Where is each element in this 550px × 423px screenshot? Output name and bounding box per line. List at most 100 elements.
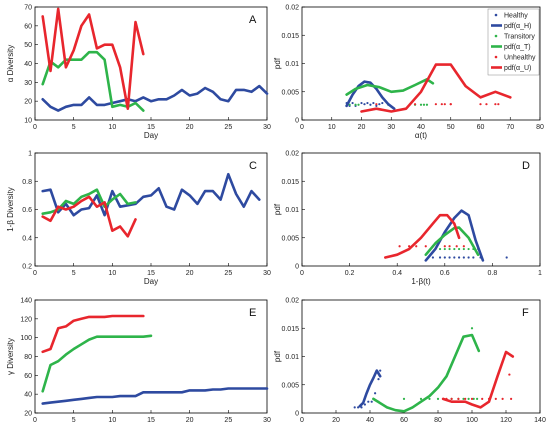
x-tick-label: 25	[224, 124, 232, 131]
x-axis-label: α(t)	[415, 131, 428, 140]
x-tick-label: 10	[108, 270, 116, 277]
series-line	[424, 226, 480, 256]
x-tick-label: 0	[33, 270, 37, 277]
x-tick-label: 30	[263, 417, 271, 423]
scatter-point	[508, 373, 511, 376]
legend-marker	[494, 55, 498, 59]
x-tick-label: 1	[538, 270, 542, 277]
x-tick-label: 5	[72, 270, 76, 277]
y-tick-label: 70	[24, 5, 32, 12]
scatter-point	[448, 256, 451, 259]
y-tick-label: 0.015	[281, 179, 299, 186]
scatter-point	[357, 103, 360, 106]
x-tick-label: 5	[72, 417, 76, 423]
scatter-point	[434, 103, 437, 106]
x-axis-label: Day	[144, 131, 158, 140]
y-tick-label: 0.01	[285, 354, 299, 361]
scatter-point	[360, 101, 363, 105]
panel-d: 0 0.2 0.4 0.6 0.8 1 0 0.005 0.01 0.015 0.02 1-β(t) p…	[273, 151, 542, 287]
scatter-point	[366, 101, 369, 105]
scatter-point	[455, 245, 458, 248]
series-line	[41, 334, 153, 393]
x-tick-label: 0	[300, 124, 304, 131]
scatter-point	[436, 397, 440, 400]
y-tick-label: 10	[24, 118, 32, 125]
scatter-point	[367, 400, 370, 403]
scatter-point	[494, 397, 497, 400]
scatter-point	[485, 103, 488, 106]
y-tick-label: 0.02	[285, 5, 299, 12]
y-tick-label: 0.8	[22, 179, 32, 186]
y-tick-label: 50	[24, 42, 32, 49]
panel-f: 02040608010012014000.0050.010.0150.02γ(t…	[273, 298, 546, 423]
series-line	[383, 213, 461, 259]
y-axis-label: pdf	[273, 350, 282, 362]
y-axis-label: pdf	[273, 57, 282, 69]
x-tick-label: 10	[108, 417, 116, 423]
x-tick-label: 70	[506, 124, 514, 131]
x-tick-label: 30	[263, 124, 271, 131]
scatter-point	[501, 397, 504, 400]
y-tick-label: 0.02	[285, 151, 299, 158]
y-tick-label: 0	[295, 264, 299, 271]
scatter-point	[443, 245, 446, 248]
scatter-point	[419, 103, 423, 106]
y-tick-label: 0.01	[285, 207, 299, 214]
x-tick-label: 120	[500, 417, 512, 423]
scatter-point	[479, 103, 482, 106]
scatter-point	[398, 245, 401, 248]
scatter-point	[402, 397, 406, 400]
legend-label: pdf(α_T)	[504, 44, 531, 51]
x-tick-label: 0	[33, 124, 37, 131]
y-tick-label: 30	[24, 80, 32, 87]
y-tick-label: 0.005	[281, 89, 299, 96]
scatter-point	[419, 397, 423, 400]
scatter-point	[415, 245, 418, 248]
plot-area	[301, 152, 541, 267]
x-tick-label: 30	[387, 124, 395, 131]
x-tick-label: 30	[263, 270, 271, 277]
y-tick-label: 0	[295, 411, 299, 418]
x-tick-label: 60	[400, 417, 408, 423]
legend-marker	[494, 34, 498, 38]
y-tick-label: 0.005	[281, 235, 299, 242]
scatter-point	[351, 101, 354, 105]
scatter-point	[431, 256, 434, 259]
panel-b: 0 10 20 30 40 50 60 70 80 0 0.005 0.01 0.015 0.02 α(t)…	[273, 5, 544, 141]
x-tick-label: 20	[186, 124, 194, 131]
x-tick-label: 0	[300, 417, 304, 423]
scatter-point	[413, 103, 417, 106]
scatter-point	[472, 397, 475, 400]
scatter-point	[375, 103, 378, 106]
scatter-point	[453, 256, 456, 259]
plot-area	[34, 6, 268, 121]
scatter-point	[453, 247, 456, 251]
legend-label: pdf(α_U)	[504, 65, 531, 72]
scatter-point	[353, 406, 356, 409]
series-line	[441, 350, 515, 409]
x-axis-label: Day	[144, 277, 158, 286]
x-tick-label: 60	[477, 124, 485, 131]
legend-label: pdf(α_H)	[504, 23, 531, 30]
y-tick-label: 0	[295, 118, 299, 125]
scatter-point	[422, 103, 426, 106]
y-axis-label: pdf	[273, 203, 282, 215]
x-tick-label: 20	[186, 270, 194, 277]
scatter-point	[372, 101, 375, 105]
scatter-point	[363, 103, 366, 106]
scatter-point	[457, 397, 460, 400]
scatter-point	[467, 247, 470, 251]
y-tick-label: 60	[24, 23, 32, 30]
series-line	[41, 195, 137, 238]
x-tick-label: 15	[147, 417, 155, 423]
x-tick-label: 20	[358, 124, 366, 131]
scatter-point	[464, 397, 467, 400]
x-tick-label: 25	[224, 417, 232, 423]
series-line	[360, 63, 512, 113]
y-tick-label: 0.015	[281, 33, 299, 40]
scatter-point	[467, 256, 470, 259]
scatter-point	[440, 103, 443, 106]
y-tick-label: 0.2	[22, 264, 32, 271]
x-axis-label: 1-β(t)	[411, 277, 431, 286]
series-line	[41, 188, 137, 215]
